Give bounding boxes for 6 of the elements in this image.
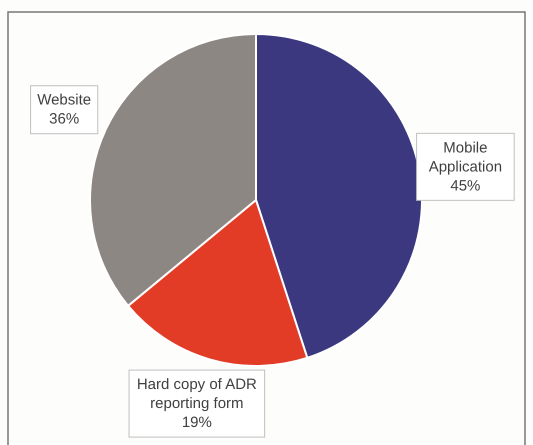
slice-label: Hard copy of ADR reporting form [136,376,258,412]
data-label: 45% [450,177,480,194]
data-label: 36% [49,110,80,128]
slice-label: Website [37,92,92,109]
data-label: 19% [182,414,212,432]
slice-label: Mobile Application [428,139,502,176]
